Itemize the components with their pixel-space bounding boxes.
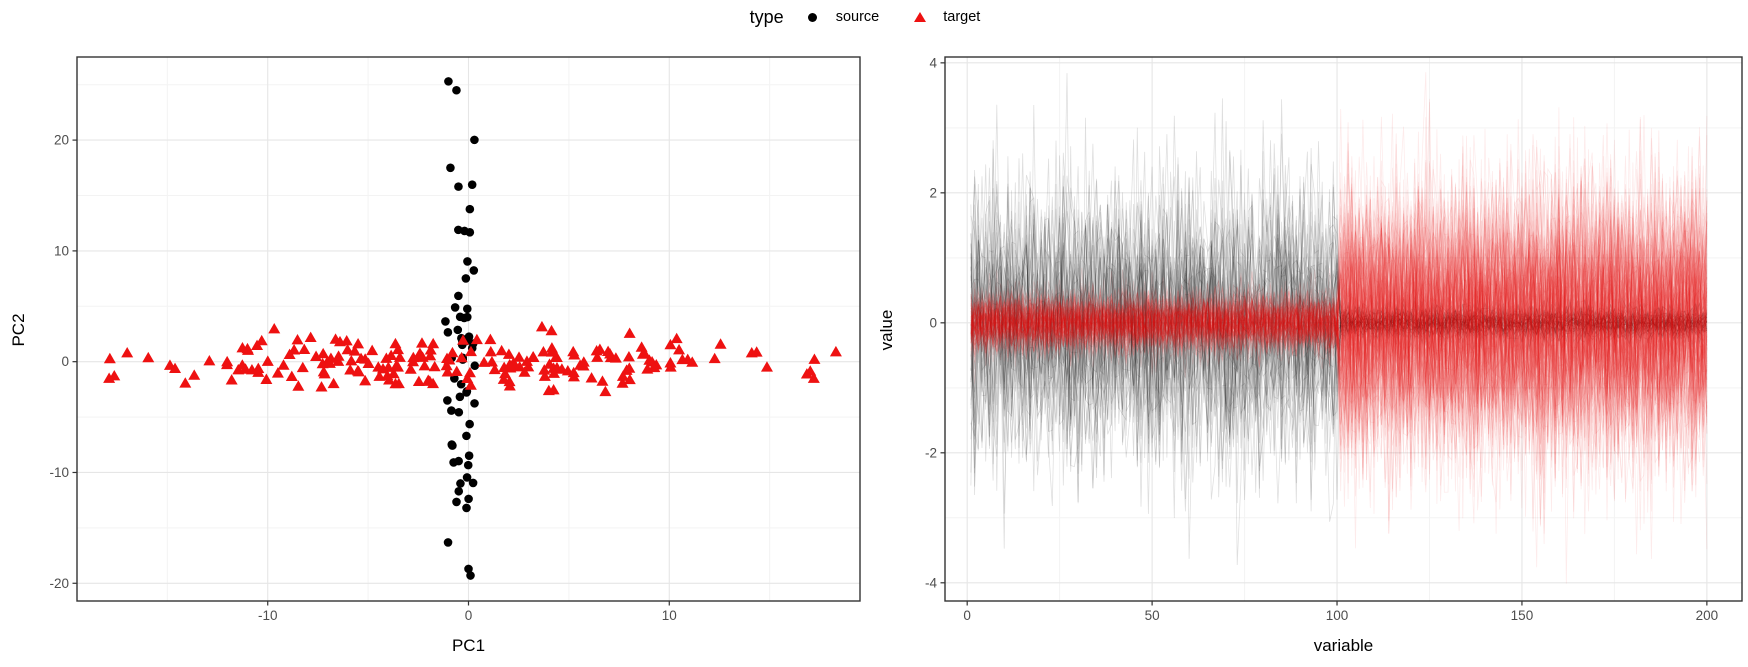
panel — [945, 57, 1742, 601]
panel — [77, 57, 860, 601]
panel-frame: 0 50 100 150 200 -4 -2 0 2 4 — [925, 55, 1743, 623]
x-tick-label: 200 — [1696, 608, 1719, 623]
legend: type source target — [0, 0, 1748, 34]
pc2-axis-title: PC2 — [9, 313, 28, 347]
y-tick-label: -20 — [49, 576, 69, 591]
lines-target — [970, 72, 1708, 584]
legend-label-source: source — [835, 9, 880, 25]
x-tick-label: 150 — [1511, 608, 1534, 623]
variable-axis-title: variable — [1313, 636, 1374, 655]
y-tick-label: 4 — [929, 55, 937, 70]
legend-item-target: target — [911, 8, 980, 26]
y-tick-label: 10 — [54, 243, 69, 258]
y-tick-label: 20 — [54, 133, 69, 148]
y-tick-label: -4 — [925, 575, 937, 590]
target-triangle-icon — [911, 8, 929, 26]
source-circle-icon — [804, 8, 822, 26]
x-tick-label: 0 — [963, 608, 971, 623]
legend-item-source: source — [804, 8, 880, 26]
lines-source — [970, 73, 1708, 566]
legend-title: type — [749, 6, 784, 27]
y-tick-label: 0 — [61, 354, 69, 369]
x-tick-label: 10 — [662, 608, 677, 623]
y-tick-label: 2 — [929, 185, 937, 200]
y-tick-label: -10 — [49, 465, 69, 480]
x-tick-label: 50 — [1145, 608, 1160, 623]
pc1-axis-title: PC1 — [451, 636, 486, 655]
y-tick-label: 0 — [929, 315, 937, 330]
panel-frame: -10 0 10 -20 -10 0 10 20 — [49, 56, 861, 623]
x-tick-label: 100 — [1326, 608, 1349, 623]
y-tick-label: -2 — [925, 445, 937, 460]
x-tick-label: 0 — [465, 608, 473, 623]
series-target — [103, 320, 842, 397]
legend-label-target: target — [943, 9, 981, 25]
value-axis-title: value — [877, 309, 896, 351]
x-tick-label: -10 — [258, 608, 278, 623]
